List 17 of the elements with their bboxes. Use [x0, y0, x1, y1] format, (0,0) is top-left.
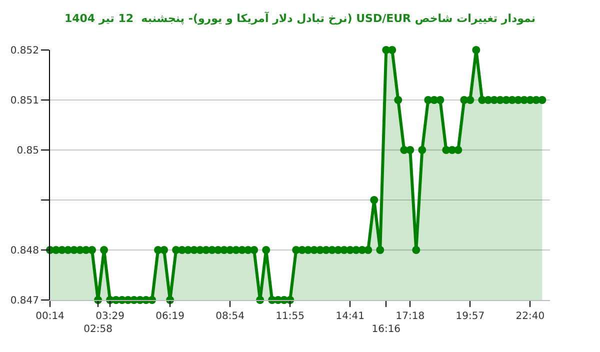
x-tick-label: 08:54	[216, 311, 244, 322]
y-tick-label: 0.848	[10, 246, 39, 256]
x-tick-label: 06:19	[156, 311, 184, 322]
x-tick-label: 14:41	[336, 311, 365, 322]
x-tick-label: 16:16	[372, 324, 401, 335]
chart-title: نمودار تغییرات شاخص USD/EUR (نرخ تبادل دلار آمریکا و یورو)- پنجشنبه 12 تیر 1404	[64, 10, 536, 25]
y-tick-label: 0.851	[10, 96, 39, 106]
y-tick-label: 0.847	[10, 296, 39, 306]
x-tick-label: 00:14	[36, 311, 64, 322]
y-tick-label: 0.852	[10, 46, 39, 56]
x-tick-label: 22:40	[516, 311, 545, 322]
x-tick-label: 11:55	[276, 311, 305, 322]
y-tick-label: 0.85	[16, 146, 39, 156]
x-tick-label: 03:29	[96, 311, 124, 322]
x-tick-label: 02:58	[84, 324, 112, 335]
x-tick-label: 17:18	[396, 311, 425, 322]
x-tick-label: 19:57	[456, 311, 485, 322]
